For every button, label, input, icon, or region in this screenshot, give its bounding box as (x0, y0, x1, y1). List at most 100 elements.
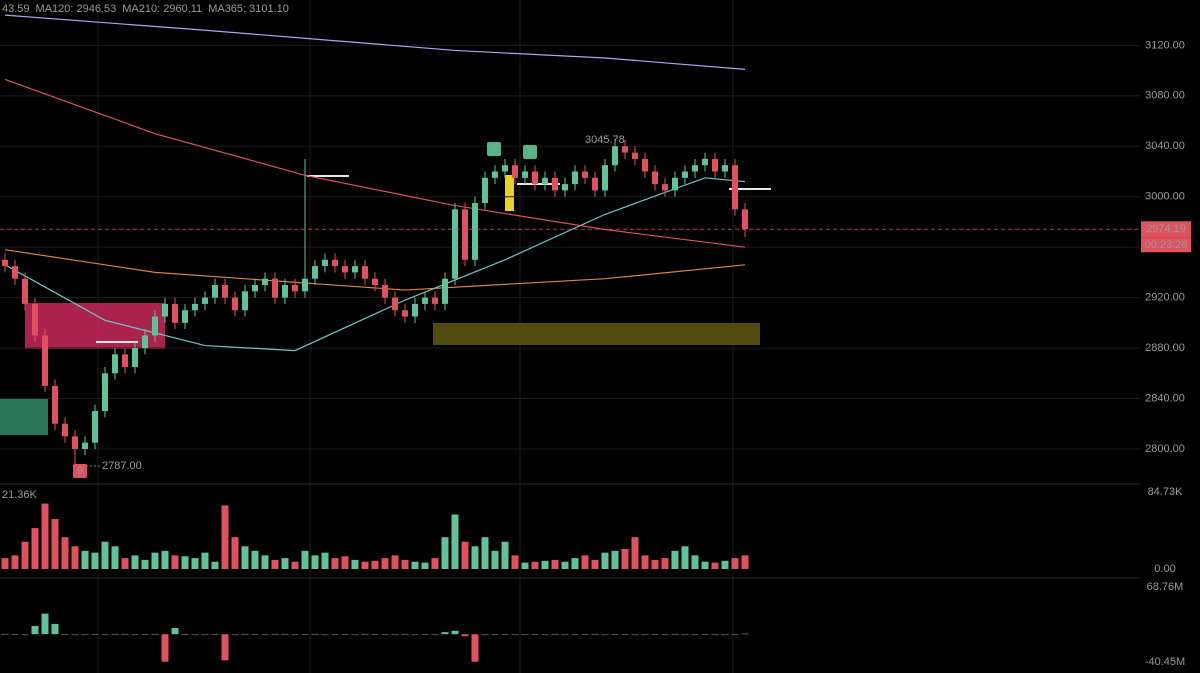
candle-body (702, 158, 708, 166)
candle-body (442, 278, 448, 304)
marker-box (523, 145, 537, 159)
volume-bar (221, 505, 229, 569)
indicator-bar (561, 634, 569, 636)
candle-body (382, 285, 388, 298)
marker-box (73, 464, 87, 478)
candle-body (602, 165, 608, 191)
volume-bar (711, 562, 719, 569)
ma-line (4, 177, 746, 352)
candle-body (452, 209, 458, 279)
volume-bar (111, 546, 119, 569)
volume-bar (651, 559, 659, 569)
candle-body (412, 303, 418, 317)
volume-tick-label: 84.73K (1148, 486, 1184, 498)
volume-bar (61, 537, 69, 569)
volume-bar (671, 550, 679, 569)
volume-bar (661, 558, 669, 569)
candle-body (142, 335, 148, 349)
volume-bar (301, 550, 309, 569)
volume-bar (341, 556, 349, 569)
indicator-bar (141, 634, 149, 636)
indicator-bar (311, 633, 319, 635)
indicator-bar (351, 634, 359, 636)
candle-body (252, 285, 258, 292)
volume-bar (91, 552, 99, 569)
y-tick-label: 2800.00 (1145, 443, 1185, 455)
volume-bar (131, 555, 139, 569)
volume-bar (501, 541, 509, 569)
candle-body (732, 165, 738, 210)
y-tick-label: 3080.00 (1145, 90, 1185, 102)
indicator-bar (551, 634, 559, 636)
candle-body (32, 303, 38, 336)
volume-bar (521, 562, 529, 569)
candle-body (432, 297, 438, 304)
y-tick-label: 3040.00 (1145, 140, 1185, 152)
y-tick-label: 3000.00 (1145, 191, 1185, 203)
volume-bar (701, 561, 709, 569)
candle-body (352, 266, 358, 273)
candle-body (262, 278, 268, 286)
volume-bar (241, 546, 249, 569)
indicator-bar (701, 633, 709, 635)
indicator-bar (401, 634, 409, 636)
candle-body (722, 165, 728, 172)
volume-bar (31, 528, 39, 569)
indicator-bar (641, 634, 649, 636)
volume-bar (371, 560, 379, 569)
volume-bar (141, 559, 149, 569)
candle-body (712, 158, 718, 172)
candle-body (272, 278, 278, 298)
high-label: 3045.78 (585, 134, 625, 146)
indicator-bar (301, 634, 309, 636)
candle-body (522, 171, 528, 178)
indicator-bar (271, 633, 279, 635)
volume-bar (51, 519, 59, 569)
volume-bar (431, 558, 439, 569)
candle-body (492, 171, 498, 178)
candle-body (42, 335, 48, 386)
volume-bar (381, 558, 389, 569)
indicator-bar (231, 634, 239, 636)
indicator-bar (571, 634, 579, 636)
candle-body (642, 158, 648, 172)
candle-body (182, 310, 188, 323)
indicator-bar (131, 634, 139, 636)
candle-body (682, 171, 688, 178)
indicator-bar (531, 634, 539, 636)
volume-bar (531, 561, 539, 569)
indicator-bar (611, 634, 619, 636)
candle-body (292, 285, 298, 292)
volume-bar (321, 552, 329, 569)
candle-body (332, 259, 338, 267)
indicator-bar (521, 634, 529, 636)
indicator-bar (241, 634, 249, 636)
volume-bar (721, 560, 729, 569)
candle-body (652, 171, 658, 185)
indicator-bar (341, 634, 349, 636)
indicator-bar (201, 634, 209, 636)
marker-box (487, 142, 501, 156)
volume-bar (281, 558, 289, 569)
indicator-bar (191, 634, 199, 636)
low-label: 2787.00 (102, 460, 142, 472)
indicator-bar (391, 634, 399, 636)
indicator-bar (111, 633, 119, 635)
volume-bar (361, 561, 369, 569)
demand-zone (0, 398, 48, 435)
legend-entry: MA365: 3101.10 (208, 3, 289, 15)
indicator-bar (661, 634, 669, 636)
candle-body (12, 266, 18, 279)
marker-label: 3 (527, 146, 533, 158)
volume-tick-label: 0.00 (1154, 563, 1175, 575)
volume-bar (551, 559, 559, 569)
indicator-bar (481, 634, 489, 636)
indicator-bar (291, 634, 299, 636)
volume-bar (681, 546, 689, 569)
volume-current-label: 21.36K (2, 489, 38, 501)
volume-bar (1, 558, 9, 569)
candle-body (472, 203, 478, 260)
indicator-bar (31, 625, 39, 635)
ma-line (4, 78, 746, 248)
candle-body (542, 177, 548, 185)
